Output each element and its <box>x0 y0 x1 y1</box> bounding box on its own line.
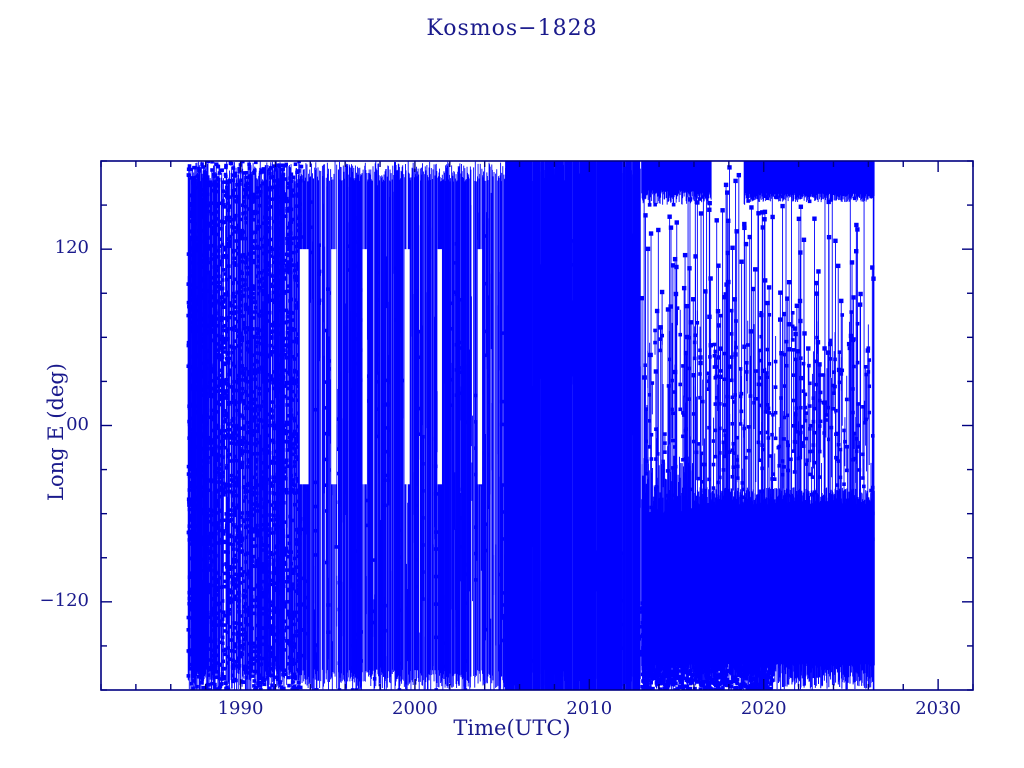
chart-title: Kosmos−1828 <box>426 16 598 41</box>
x-tick-label: 2020 <box>740 698 787 719</box>
x-tick-label: 1990 <box>217 698 264 719</box>
y-tick-label: −120 <box>39 589 89 611</box>
x-tick-label: 2000 <box>392 698 438 719</box>
x-tick-label: 2010 <box>566 698 613 719</box>
x-axis-title: Time(UTC) <box>453 716 571 740</box>
y-tick-label: 00 <box>66 413 89 435</box>
y-tick-label: 120 <box>54 237 89 259</box>
x-tick-label: 2030 <box>915 698 962 719</box>
